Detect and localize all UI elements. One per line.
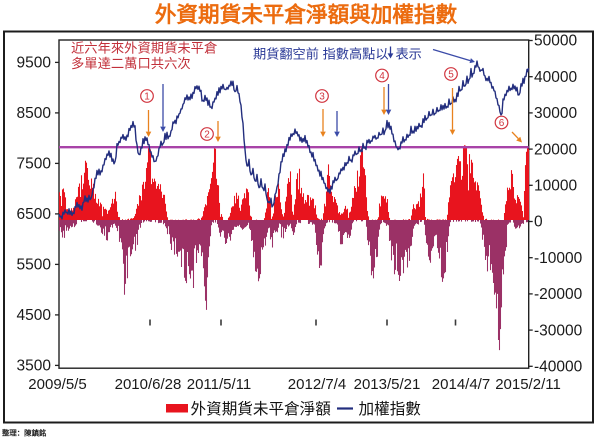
svg-text:6: 6 — [499, 118, 505, 129]
svg-text:-10000: -10000 — [534, 250, 583, 267]
svg-text:20000: 20000 — [534, 141, 577, 158]
svg-text:加權指數: 加權指數 — [359, 400, 422, 418]
svg-text:整理：陳鎮銘: 整理：陳鎮銘 — [1, 429, 47, 438]
svg-text:7500: 7500 — [17, 156, 52, 173]
svg-text:2012/7/4: 2012/7/4 — [288, 376, 346, 393]
svg-text:-40000: -40000 — [534, 359, 583, 376]
svg-text:2015/2/11: 2015/2/11 — [495, 376, 561, 393]
svg-text:40000: 40000 — [534, 69, 577, 86]
svg-text:4: 4 — [379, 71, 385, 82]
svg-text:2011/5/11: 2011/5/11 — [187, 376, 252, 393]
svg-text:3500: 3500 — [17, 358, 52, 375]
svg-text:3: 3 — [319, 92, 325, 103]
svg-text:9500: 9500 — [17, 55, 52, 72]
svg-text:-20000: -20000 — [534, 286, 583, 303]
svg-text:2009/5/5: 2009/5/5 — [28, 376, 86, 393]
svg-text:2013/5/21: 2013/5/21 — [354, 376, 421, 393]
svg-text:2: 2 — [204, 130, 210, 141]
svg-text:多單達二萬口共六次: 多單達二萬口共六次 — [71, 55, 191, 71]
svg-text:1: 1 — [144, 92, 150, 103]
svg-text:8500: 8500 — [17, 105, 52, 122]
svg-text:表示: 表示 — [396, 46, 422, 61]
svg-text:4500: 4500 — [17, 307, 52, 324]
svg-text:5500: 5500 — [17, 257, 52, 274]
svg-text:2010/6/28: 2010/6/28 — [115, 376, 182, 393]
svg-text:10000: 10000 — [534, 178, 577, 195]
svg-text:-30000: -30000 — [534, 322, 583, 339]
svg-text:0: 0 — [534, 214, 543, 231]
svg-text:6500: 6500 — [17, 206, 52, 223]
svg-text:50000: 50000 — [534, 33, 577, 50]
svg-text:2014/4/7: 2014/4/7 — [432, 376, 490, 393]
svg-text:近六年來外資期貨未平倉: 近六年來外資期貨未平倉 — [71, 40, 217, 56]
svg-text:外資期貨未平倉淨額: 外資期貨未平倉淨額 — [191, 400, 332, 418]
svg-text:期貨翻空前 指數高點以: 期貨翻空前 指數高點以 — [253, 45, 389, 61]
svg-text:外資期貨未平倉淨額與加權指數: 外資期貨未平倉淨額與加權指數 — [155, 2, 458, 27]
svg-text:30000: 30000 — [534, 105, 577, 122]
svg-text:5: 5 — [448, 70, 454, 81]
